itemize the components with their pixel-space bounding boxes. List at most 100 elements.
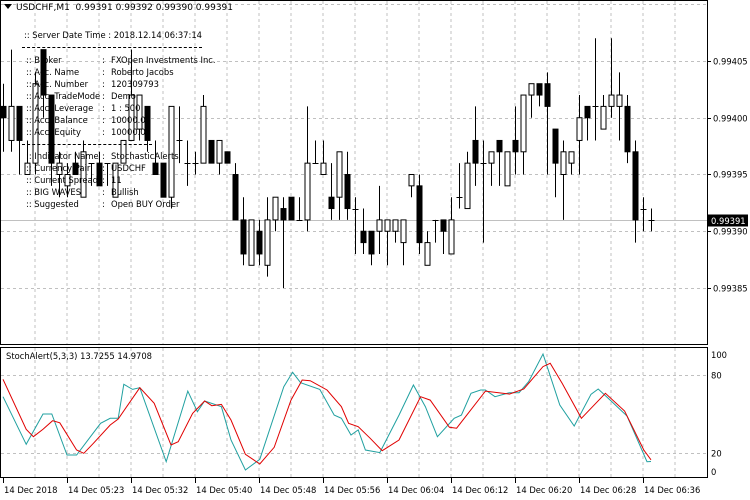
candle bbox=[536, 83, 543, 107]
candle bbox=[616, 72, 623, 141]
candle bbox=[112, 162, 119, 198]
time-tick-label: 14 Dec 05:56 bbox=[324, 485, 380, 495]
candle bbox=[568, 151, 575, 175]
candle-body-bear bbox=[288, 196, 295, 221]
candle bbox=[264, 197, 271, 277]
candle-body-bear bbox=[48, 94, 55, 164]
stochastic-subwindow bbox=[2, 352, 652, 471]
candle-body-bull bbox=[448, 219, 455, 255]
candle-body-bull bbox=[600, 105, 607, 130]
candle-body-bear bbox=[232, 174, 239, 221]
candle-body-bull bbox=[272, 196, 279, 221]
candle bbox=[544, 72, 551, 175]
time-tick-label: 14 Dec 06:04 bbox=[388, 485, 444, 495]
info-colon: : bbox=[102, 187, 105, 197]
candle-body-bear bbox=[416, 185, 423, 244]
info-colon: : bbox=[102, 163, 105, 173]
candle-body-bear bbox=[496, 139, 503, 153]
candle bbox=[48, 94, 55, 186]
candle bbox=[152, 140, 159, 175]
price-tick-label: 0.99395 bbox=[713, 170, 748, 180]
candle bbox=[96, 151, 103, 187]
grid bbox=[1, 1, 707, 477]
time-tick-label: 14 Dec 06:20 bbox=[516, 485, 572, 495]
candle bbox=[24, 140, 31, 175]
candle-body-bear bbox=[240, 219, 247, 255]
candle bbox=[448, 197, 455, 255]
info-key: :: Currency Pair bbox=[26, 163, 91, 173]
candle bbox=[80, 140, 87, 198]
info-value: Demo bbox=[111, 91, 136, 101]
info-row: :: Currency Pair: USDCHF bbox=[26, 162, 226, 174]
chart-title: USDCHF,M1 0.99391 0.99392 0.99390 0.9939… bbox=[4, 3, 233, 13]
candle bbox=[304, 106, 311, 232]
candle-body-bull bbox=[264, 219, 271, 266]
candle-body-bear bbox=[160, 162, 167, 198]
candle bbox=[376, 185, 383, 254]
info-key: :: Acc. Name bbox=[26, 67, 80, 77]
time-tick-label: 14 Dec 05:23 bbox=[68, 485, 124, 495]
candle bbox=[608, 38, 615, 118]
info-key: :: Acc. Equity bbox=[26, 127, 81, 137]
candle-body-bear bbox=[552, 128, 559, 164]
candle-body-bull bbox=[504, 151, 511, 187]
candle bbox=[248, 219, 255, 266]
time-tick-label: 14 Dec 05:48 bbox=[260, 485, 316, 495]
candles bbox=[0, 38, 655, 288]
candle bbox=[440, 219, 447, 254]
candle bbox=[336, 151, 343, 220]
candle-body-bull bbox=[464, 162, 471, 210]
candle-body-bear bbox=[544, 83, 551, 107]
info-value: 10000.00 bbox=[111, 115, 151, 125]
candle bbox=[392, 219, 399, 243]
info-key: :: BIG WAVES bbox=[26, 187, 82, 197]
candle bbox=[40, 49, 47, 118]
candle bbox=[520, 94, 527, 175]
candle-body-bull bbox=[560, 151, 567, 176]
candle-body-bull bbox=[376, 219, 383, 232]
server-time: :: Server Date Time : 2018.12.14 06:37:1… bbox=[24, 30, 202, 40]
server-time-value: 2018.12.14 06:37:14 bbox=[113, 30, 202, 40]
info-row: :: Acc. TradeMode: Demo bbox=[26, 90, 226, 102]
subwindow-frame bbox=[0, 347, 708, 478]
candle-body-bear bbox=[360, 230, 367, 244]
stoch-tick-label: 20 bbox=[711, 449, 722, 459]
info-key: :: Current Spread bbox=[26, 175, 98, 185]
info-colon: : bbox=[102, 115, 105, 125]
candle-body-bear bbox=[368, 230, 375, 255]
time-tick-label: 14 Dec 2018 bbox=[4, 485, 58, 495]
info-colon: : bbox=[102, 199, 105, 209]
price-tick-label: 0.99385 bbox=[713, 284, 748, 294]
candle bbox=[352, 197, 359, 254]
candle bbox=[600, 95, 607, 130]
candle bbox=[208, 139, 215, 164]
time-tick-label: 14 Dec 06:36 bbox=[644, 485, 700, 495]
candle-body-bear bbox=[40, 49, 47, 96]
candle bbox=[456, 163, 463, 209]
candle bbox=[104, 163, 111, 186]
candle-body-bull bbox=[608, 94, 615, 107]
candle bbox=[360, 208, 367, 254]
ohlc-values: 0.99391 0.99392 0.99390 0.99391 bbox=[75, 3, 233, 13]
candle-body-bull bbox=[216, 139, 223, 164]
candle bbox=[640, 197, 647, 232]
candle-body-bull bbox=[392, 219, 399, 232]
candle bbox=[32, 72, 39, 175]
candle-body-bull bbox=[424, 242, 431, 266]
candle-body-bear bbox=[440, 219, 447, 232]
dropdown-triangle-icon[interactable] bbox=[4, 4, 12, 9]
candle-body-bull bbox=[248, 219, 255, 266]
candle bbox=[0, 83, 7, 152]
candle bbox=[424, 231, 431, 266]
candle bbox=[368, 230, 375, 266]
separator bbox=[22, 144, 152, 145]
candle bbox=[416, 174, 423, 254]
candle-body-bull bbox=[384, 219, 391, 232]
candle bbox=[584, 105, 591, 141]
candle-body-bull bbox=[520, 94, 527, 153]
info-row: :: Acc. Balance:10000.00 bbox=[26, 114, 226, 126]
candle bbox=[256, 219, 263, 266]
candle-body-bear bbox=[536, 83, 543, 96]
candle-body-bear bbox=[96, 162, 103, 187]
